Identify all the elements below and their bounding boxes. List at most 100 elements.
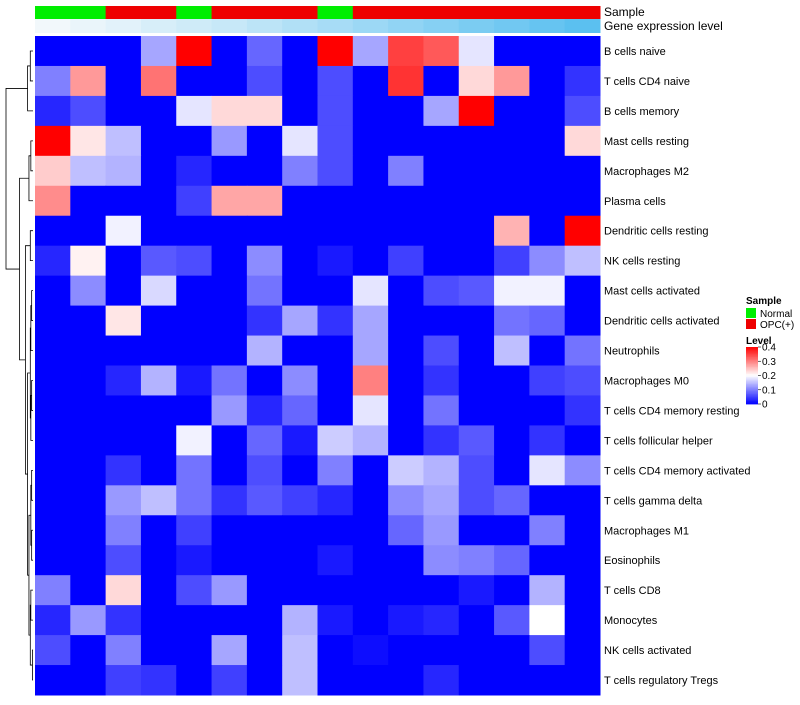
level-legend-gradient-step <box>746 392 758 395</box>
heatmap-cell <box>352 185 389 217</box>
heatmap-cell <box>246 36 283 67</box>
heatmap-cell <box>211 635 248 666</box>
gene-level-annotation-cell <box>70 19 107 33</box>
heatmap-cell <box>388 485 424 516</box>
heatmap-cell <box>529 215 566 247</box>
sample-annotation-cell <box>494 6 530 19</box>
heatmap-cell <box>352 455 389 486</box>
gene-level-annotation-cell <box>211 19 248 33</box>
heatmap-cell <box>529 605 566 636</box>
row-label: NK cells resting <box>604 256 680 268</box>
heatmap-cell <box>352 545 389 576</box>
sample-annotation-cell <box>529 6 566 19</box>
heatmap-cell <box>494 455 530 486</box>
row-dendrogram <box>5 50 33 681</box>
heatmap-cell <box>352 275 389 307</box>
heatmap-cell <box>423 95 460 127</box>
heatmap-cell <box>246 125 283 157</box>
heatmap-cell <box>564 95 601 127</box>
heatmap-cell <box>352 605 389 636</box>
heatmap-cell <box>105 155 142 187</box>
heatmap-cell <box>35 215 71 247</box>
row-label: T cells CD4 naive <box>604 76 690 88</box>
heatmap-cell <box>211 455 248 486</box>
heatmap-cell <box>317 155 354 187</box>
heatmap-cell <box>176 545 213 576</box>
heatmap-cell <box>529 635 566 666</box>
heatmap-cell <box>246 665 283 696</box>
heatmap-cell <box>282 95 318 127</box>
row-label: Dendritic cells activated <box>604 316 720 328</box>
heatmap-cell <box>317 305 354 337</box>
heatmap-cell <box>564 185 601 217</box>
heatmap-cell <box>529 245 566 277</box>
heatmap-cell <box>246 305 283 337</box>
level-legend-gradient-step <box>746 349 758 352</box>
heatmap-cell <box>70 485 107 516</box>
heatmap-cell <box>105 275 142 307</box>
heatmap-cell <box>70 95 107 127</box>
heatmap-cell <box>564 125 601 157</box>
gene-level-annotation-cell <box>140 19 177 33</box>
heatmap-cell <box>458 635 495 666</box>
heatmap-cell <box>494 665 530 696</box>
level-legend-gradient-step <box>746 394 758 396</box>
heatmap-cell <box>317 425 354 456</box>
heatmap-cell <box>140 125 177 157</box>
heatmap-cell <box>105 245 142 277</box>
heatmap-cell <box>317 36 354 67</box>
heatmap-cell <box>458 515 495 546</box>
sample-annotation-cell <box>35 6 71 19</box>
heatmap-cell <box>317 65 354 97</box>
heatmap-cell <box>423 455 460 486</box>
gene-level-annotation-cell <box>564 19 601 33</box>
heatmap-cell <box>140 155 177 187</box>
gene-level-annotation-cell <box>352 19 389 33</box>
heatmap-cell <box>352 65 389 97</box>
heatmap-cell <box>458 665 495 696</box>
heatmap-cell <box>317 245 354 277</box>
heatmap-cell <box>211 665 248 696</box>
level-legend-gradient-step <box>746 402 758 405</box>
heatmap-cell <box>70 65 107 97</box>
heatmap-cell <box>105 545 142 576</box>
heatmap-cell <box>352 36 389 67</box>
level-legend-tick-label: 0.1 <box>762 385 776 396</box>
heatmap-cell <box>35 245 71 277</box>
row-label: T cells CD8 <box>604 585 661 597</box>
heatmap-cell <box>458 335 495 366</box>
level-legend-gradient-step <box>746 399 758 402</box>
row-label: Macrophages M1 <box>604 525 689 537</box>
heatmap-cell <box>352 395 389 426</box>
heatmap-cell <box>458 155 495 187</box>
heatmap-cell <box>211 425 248 456</box>
heatmap-cell <box>140 395 177 426</box>
row-label: Mast cells resting <box>604 136 689 148</box>
heatmap-cell <box>70 36 107 67</box>
heatmap-cell <box>35 305 71 337</box>
heatmap-cell <box>282 185 318 217</box>
level-legend-gradient-step <box>746 389 758 392</box>
heatmap-cell <box>423 155 460 187</box>
heatmap-cell <box>529 575 566 606</box>
heatmap-cell <box>140 245 177 277</box>
level-legend-gradient-step <box>746 368 758 371</box>
heatmap-cell <box>529 365 566 396</box>
heatmap-cell <box>423 515 460 546</box>
heatmap-cell <box>211 95 248 127</box>
heatmap-cell <box>564 305 601 337</box>
heatmap-cell <box>176 335 213 366</box>
heatmap-cell <box>494 515 530 546</box>
level-legend-gradient-step <box>746 351 758 354</box>
gene-level-annotation-cell <box>246 19 283 33</box>
heatmap-cell <box>70 605 107 636</box>
heatmap-cell <box>282 245 318 277</box>
sample-annotation-cell <box>246 6 283 19</box>
heatmap-cell <box>35 485 71 516</box>
heatmap-cell <box>564 155 601 187</box>
heatmap-cell <box>282 515 318 546</box>
heatmap-cell <box>211 605 248 636</box>
heatmap-cell <box>529 95 566 127</box>
